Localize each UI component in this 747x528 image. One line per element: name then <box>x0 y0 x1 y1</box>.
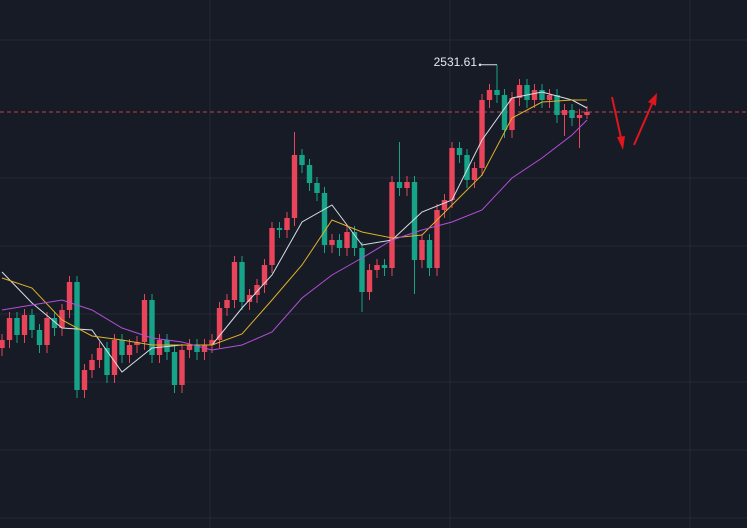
candle-body <box>119 340 125 355</box>
candle-body <box>261 265 268 285</box>
candle-body <box>531 90 538 100</box>
candle-body <box>539 90 545 100</box>
candle-body <box>561 110 568 115</box>
candle-body <box>21 315 28 335</box>
candle-body <box>434 210 440 268</box>
candle-body <box>479 100 485 168</box>
candle-body <box>186 345 193 350</box>
candle-body <box>66 282 73 310</box>
arrow-head <box>648 93 657 106</box>
candle-body <box>104 348 110 375</box>
arrow-head <box>617 136 625 150</box>
candle-body <box>171 352 178 385</box>
candle-body <box>516 85 523 98</box>
candle-body <box>194 345 200 352</box>
max-label-dot <box>478 63 482 67</box>
candle-body <box>486 90 493 100</box>
candle-body <box>471 168 478 180</box>
candle-body <box>366 270 373 292</box>
candle-body <box>411 182 418 260</box>
candle-body <box>359 248 365 292</box>
candle-body <box>81 370 88 390</box>
candle-body <box>246 295 253 302</box>
candle-body <box>0 340 5 348</box>
candle-body <box>374 265 380 270</box>
candle-body <box>396 182 403 188</box>
candle-body <box>74 282 80 390</box>
candle-body <box>111 340 118 375</box>
candle-body <box>239 262 245 302</box>
candle-body <box>464 155 470 180</box>
candle-body <box>576 115 583 118</box>
candle-body <box>569 110 575 118</box>
candle-body <box>44 318 50 345</box>
candle-body <box>381 265 388 268</box>
candle-body <box>351 232 358 248</box>
candle-body <box>449 148 455 200</box>
candle-body <box>51 318 58 328</box>
candle-body <box>276 228 283 230</box>
candle-body <box>126 345 133 355</box>
candle-body <box>344 232 350 248</box>
candle-body <box>554 95 560 115</box>
candle-body <box>149 300 155 355</box>
candle-body <box>254 285 260 295</box>
moving-average-line <box>1 91 588 373</box>
candle-body <box>209 340 215 345</box>
candle-body <box>14 318 20 335</box>
candle-body <box>36 330 43 345</box>
candle-body <box>336 240 343 248</box>
max-label: 2531.61 <box>434 55 478 69</box>
candle-body <box>546 95 553 100</box>
candle-body <box>291 155 298 218</box>
candle-body <box>321 193 328 245</box>
candle-body <box>494 90 500 95</box>
candle-body <box>524 85 530 100</box>
candle-body <box>299 155 305 165</box>
candle-body <box>179 350 185 385</box>
candle-body <box>441 200 448 210</box>
candle-body <box>389 182 395 268</box>
candle-body <box>216 308 223 340</box>
candle-body <box>426 240 433 268</box>
candle-body <box>29 315 35 330</box>
arrow-down <box>611 96 622 139</box>
candle-body <box>419 240 425 260</box>
candle-body <box>509 98 515 130</box>
candle-body <box>269 228 275 265</box>
candle-body <box>314 183 320 193</box>
candle-body <box>134 342 140 345</box>
candle-body <box>329 240 335 245</box>
moving-average-line <box>1 119 588 351</box>
candle-body <box>404 182 410 188</box>
candle-body <box>141 300 148 342</box>
candle-body <box>231 262 238 300</box>
candle-body <box>59 310 65 328</box>
candle-body <box>96 348 103 360</box>
candle-body <box>306 165 313 183</box>
candle-body <box>224 300 230 308</box>
candle-body <box>6 318 13 340</box>
candle-body <box>584 112 590 115</box>
candle-body <box>456 148 463 155</box>
arrow-up <box>633 103 653 146</box>
moving-average-line <box>1 99 587 346</box>
candle-body <box>501 95 508 130</box>
candle-body <box>89 360 95 370</box>
candle-body <box>284 218 290 230</box>
arrows <box>611 93 657 150</box>
plot: 2531.61 <box>0 55 747 398</box>
